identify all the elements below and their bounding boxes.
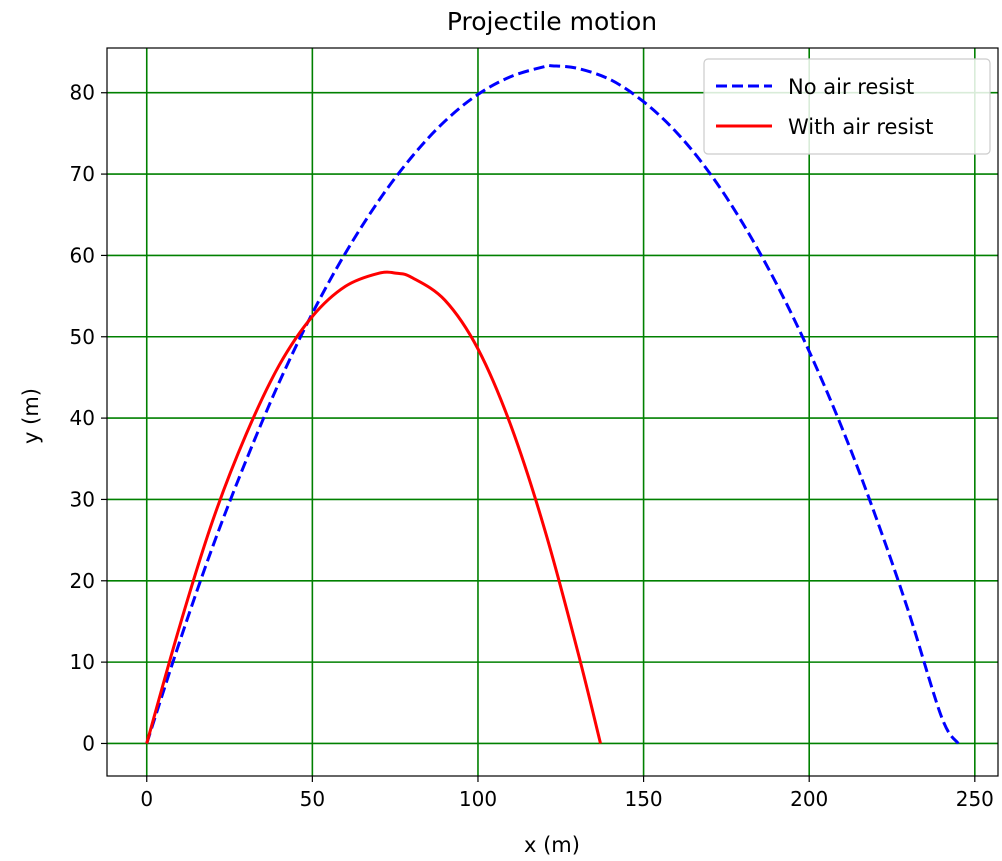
series-line-no-air-resist bbox=[145, 64, 960, 745]
y-tick-label: 30 bbox=[70, 487, 95, 511]
chart-title: Projectile motion bbox=[447, 7, 657, 36]
axis-ticks: 0 50 100 150 200 250 0 10 20 30 40 50 60 70 80 bbox=[70, 81, 994, 811]
y-axis-label: y (m) bbox=[19, 388, 43, 444]
legend: No air resist With air resist bbox=[703, 58, 991, 155]
x-tick-label: 50 bbox=[300, 787, 325, 811]
x-tick-label: 100 bbox=[459, 787, 497, 811]
plot-frame bbox=[106, 47, 999, 777]
grid bbox=[107, 48, 998, 776]
y-tick-label: 80 bbox=[70, 81, 95, 105]
y-tick-label: 20 bbox=[70, 569, 95, 593]
x-tick-label: 200 bbox=[790, 787, 828, 811]
x-tick-label: 150 bbox=[624, 787, 662, 811]
legend-label-with-air-resist: With air resist bbox=[788, 115, 933, 139]
series-lines bbox=[145, 64, 960, 745]
y-tick-label: 40 bbox=[70, 406, 95, 430]
y-tick-label: 0 bbox=[82, 731, 95, 755]
legend-box bbox=[703, 58, 991, 155]
y-tick-label: 70 bbox=[70, 162, 95, 186]
y-tick-label: 60 bbox=[70, 243, 95, 267]
legend-label-no-air-resist: No air resist bbox=[788, 75, 914, 99]
y-tick-label: 10 bbox=[70, 650, 95, 674]
y-tick-label: 50 bbox=[70, 325, 95, 349]
x-axis-label: x (m) bbox=[524, 833, 580, 857]
series-line-with-air-resist bbox=[145, 270, 602, 744]
x-tick-label: 0 bbox=[140, 787, 153, 811]
x-tick-label: 250 bbox=[956, 787, 994, 811]
